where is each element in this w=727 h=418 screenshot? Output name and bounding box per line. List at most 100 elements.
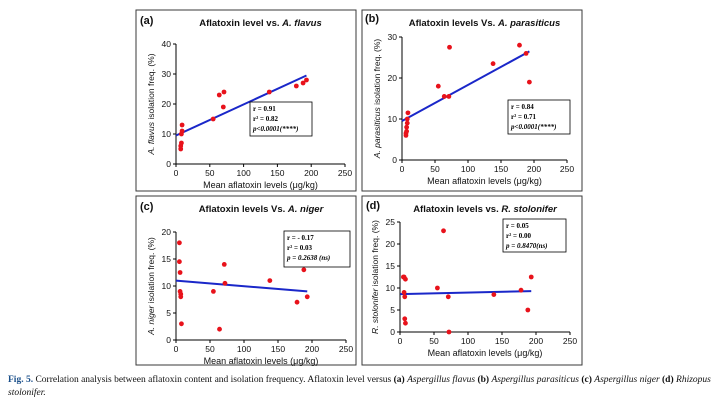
x-axis-label: Mean aflatoxin levels (μg/kg) (428, 348, 543, 358)
caption-a-letter: (a) (393, 375, 405, 385)
x-tick-label: 200 (304, 168, 318, 178)
stats-line: r² = 0.00 (506, 232, 531, 240)
data-point (525, 307, 531, 313)
y-axis-label-species: A. flavus (146, 121, 156, 155)
x-tick-label: 150 (495, 336, 509, 346)
data-point (491, 292, 497, 297)
y-tick-label: 10 (162, 129, 172, 139)
x-tick-label: 250 (338, 168, 352, 178)
y-axis-label: A. flavus isolation freq. (%) (146, 53, 156, 155)
y-axis-label-text: isolation freq. (%) (370, 220, 380, 289)
caption-d-letter: (d) (662, 375, 674, 385)
y-tick-label: 20 (162, 99, 172, 109)
data-point (402, 316, 408, 322)
y-tick-label: 0 (390, 327, 395, 337)
y-tick-label: 5 (166, 308, 171, 318)
x-tick-label: 50 (430, 164, 440, 174)
stats-box (249, 101, 313, 137)
x-tick-label: 0 (398, 336, 403, 346)
data-point (216, 92, 222, 98)
panel-frame (135, 195, 357, 366)
trend-line (401, 50, 530, 122)
x-tick-label: 250 (563, 336, 577, 346)
data-point (404, 124, 410, 130)
data-point (445, 294, 451, 300)
data-point (446, 329, 452, 335)
data-point (179, 122, 185, 128)
y-tick-label: 20 (388, 73, 398, 83)
y-axis-label: A. parasiticus isolation freq. (%) (372, 39, 382, 160)
caption-a-species: Aspergillus flavus (407, 375, 476, 385)
data-point (441, 94, 447, 99)
chart-title-text: Aflatoxin levels Vs. (409, 18, 498, 29)
chart-title: Aflatoxin levels Vs. A. niger (199, 204, 325, 215)
x-tick-label: 50 (205, 168, 215, 178)
data-point (304, 77, 309, 83)
panel-frame (135, 9, 357, 192)
y-tick-label: 10 (162, 281, 172, 291)
y-tick-label: 10 (386, 283, 396, 293)
data-point (404, 128, 410, 134)
chart-title-text: Aflatoxin levels vs. (413, 204, 501, 215)
data-point (221, 262, 227, 267)
chart-panel-2: (b) Aflatoxin levels Vs. A. parasiticus 0 5… (361, 9, 583, 192)
x-tick-label: 50 (429, 336, 439, 346)
y-tick-label: 0 (166, 335, 171, 345)
x-tick-label: 100 (461, 336, 475, 346)
trend-line (175, 279, 308, 293)
data-point (179, 128, 185, 134)
data-point (294, 299, 300, 305)
data-point (490, 61, 496, 67)
y-tick-label: 5 (390, 305, 395, 315)
stats-line: p = 0.2638 (ns) (286, 254, 330, 262)
data-point (447, 44, 452, 50)
panel-letter: (c) (140, 201, 154, 213)
data-point (517, 42, 522, 48)
x-tick-label: 200 (527, 164, 541, 174)
caption-text: Correlation analysis between aflatoxin c… (35, 375, 392, 385)
x-tick-label: 150 (271, 344, 285, 354)
x-tick-label: 200 (305, 344, 319, 354)
chart-title-text: Aflatoxin levels Vs. (199, 204, 288, 215)
x-tick-label: 150 (270, 168, 284, 178)
y-axis-label-text: isolation freq. (%) (372, 39, 382, 108)
data-point (221, 89, 227, 95)
data-point (179, 140, 184, 146)
chart-title: Aflatoxin level vs. A. flavus (199, 18, 322, 29)
caption-b-species: Aspergillus parasiticus (491, 375, 579, 385)
stats-line: r² = 0.03 (287, 244, 312, 252)
caption-c-species: Aspergillus niger (594, 375, 660, 385)
data-point (523, 51, 529, 56)
stats-line: r = 0.91 (253, 105, 276, 113)
stats-box (283, 230, 351, 268)
data-point (210, 116, 216, 122)
y-tick-label: 15 (386, 261, 396, 271)
data-point (304, 294, 310, 300)
panel-letter: (d) (366, 200, 380, 212)
chart-title-species: A. parasiticus (497, 18, 560, 29)
y-axis-label: R. stolonifer isolation freq. (%) (370, 220, 380, 334)
stats-line: p = 0.8470(ns) (505, 242, 548, 250)
y-tick-label: 10 (388, 114, 398, 124)
caption-c-letter: (c) (581, 375, 592, 385)
y-axis-label-species: A. parasiticus (372, 106, 382, 159)
panel-letter: (a) (140, 15, 154, 27)
data-point (300, 80, 306, 86)
y-tick-label: 0 (392, 155, 397, 165)
caption-label: Fig. 5. (8, 375, 34, 385)
data-point (293, 83, 299, 89)
y-tick-label: 40 (162, 39, 172, 49)
data-point (401, 290, 407, 295)
stats-box (507, 99, 571, 135)
trend-line (175, 74, 307, 137)
x-tick-label: 50 (205, 344, 215, 354)
x-tick-label: 250 (560, 164, 574, 174)
y-axis-label-text: isolation freq. (%) (146, 237, 156, 306)
x-tick-label: 150 (494, 164, 508, 174)
data-point (177, 240, 182, 246)
data-point (518, 287, 524, 293)
data-point (435, 285, 440, 291)
